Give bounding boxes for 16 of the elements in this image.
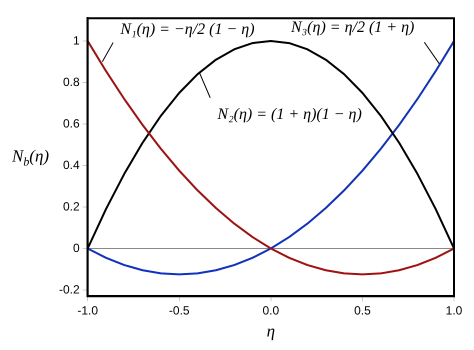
y-tick-label: 0 bbox=[72, 240, 80, 255]
x-tick-label: -1.0 bbox=[77, 304, 98, 318]
y-tick-label: 0.4 bbox=[62, 158, 80, 172]
x-tick-label: -0.5 bbox=[168, 304, 190, 318]
x-tick-label: 1.0 bbox=[446, 304, 463, 318]
annotation: N₁(η) = −η/2 (1 − η) bbox=[119, 20, 255, 38]
x-axis-title: η bbox=[266, 321, 276, 340]
annotation: N₃(η) = η/2 (1 + η) bbox=[290, 19, 414, 36]
y-tick-label: -0.2 bbox=[58, 282, 80, 296]
annotation: N₂(η) = (1 + η)(1 − η) bbox=[216, 106, 362, 123]
y-tick-label: 0.6 bbox=[62, 116, 80, 130]
x-tick-label: 0.0 bbox=[262, 304, 280, 318]
y-tick-label: 0.2 bbox=[62, 199, 80, 214]
y-tick-label: 1 bbox=[72, 33, 80, 48]
x-tick-label: 0.5 bbox=[354, 304, 372, 318]
y-tick-label: 0.8 bbox=[62, 74, 80, 89]
